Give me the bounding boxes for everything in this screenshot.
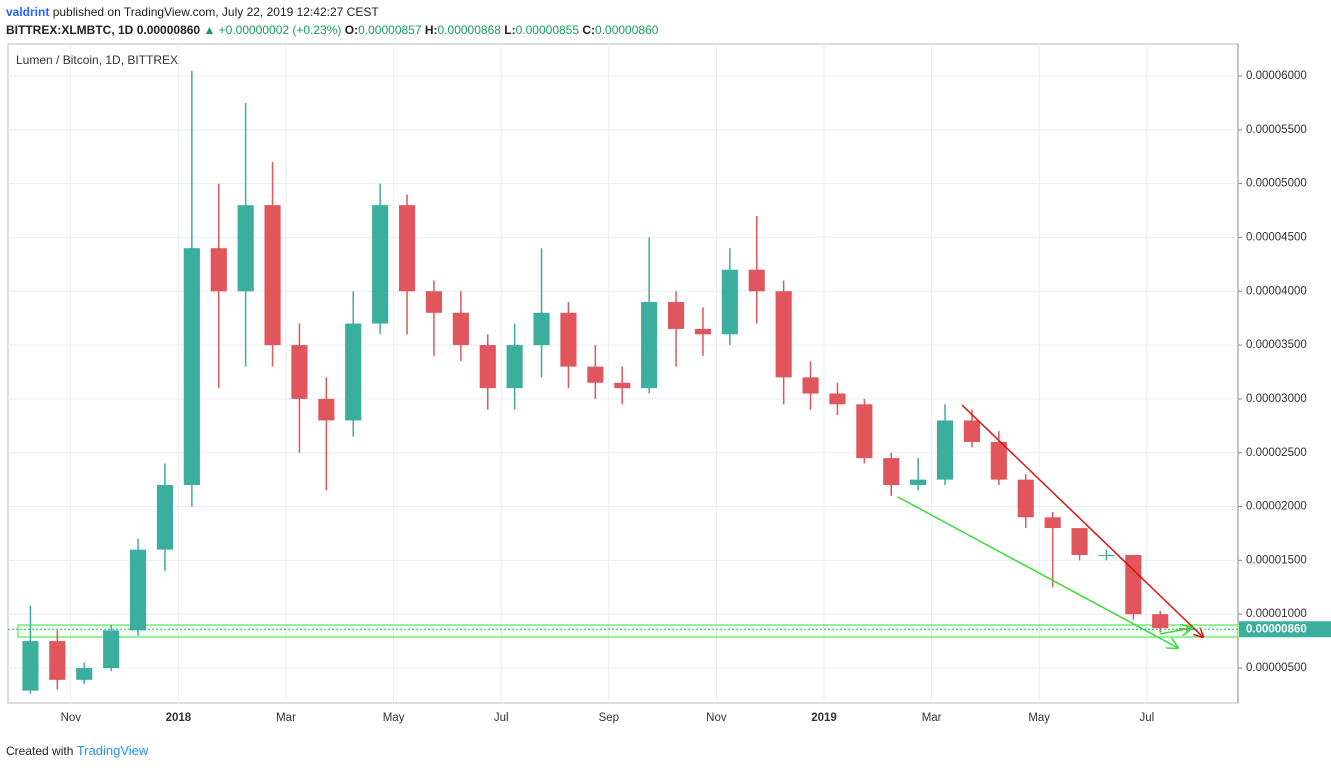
candle-body bbox=[1125, 554, 1142, 615]
candle-body bbox=[641, 302, 658, 389]
candle-body bbox=[76, 668, 93, 680]
x-tick-label: 2018 bbox=[166, 712, 192, 724]
x-tick-label: May bbox=[383, 712, 405, 724]
candle-body bbox=[829, 393, 846, 405]
candle-body bbox=[560, 312, 577, 367]
brand[interactable]: TradingView bbox=[76, 743, 149, 758]
candle-body bbox=[1152, 614, 1169, 629]
support-zone bbox=[17, 624, 1239, 638]
candle-body bbox=[345, 323, 362, 421]
candle-body bbox=[156, 485, 174, 550]
candle-body bbox=[291, 345, 308, 399]
candle-body bbox=[452, 312, 469, 346]
candle-body bbox=[398, 205, 416, 292]
y-tick-label: 0.00005500 bbox=[1246, 124, 1307, 136]
y-tick-label: 0.00001000 bbox=[1246, 608, 1307, 620]
y-tick-label: 0.00002000 bbox=[1246, 501, 1307, 513]
ohlc-value: 0.00000857 bbox=[358, 23, 422, 37]
candle-body bbox=[129, 549, 147, 631]
y-tick-label: 0.00006000 bbox=[1246, 70, 1307, 82]
candle-body bbox=[936, 420, 954, 480]
candle-body bbox=[183, 248, 200, 486]
candle-body bbox=[1098, 554, 1115, 556]
candle-body bbox=[264, 205, 281, 346]
candle-body bbox=[1044, 517, 1061, 529]
candle-body bbox=[694, 328, 712, 335]
candle-body bbox=[425, 291, 443, 313]
ohlc-value: 0.00000855 bbox=[515, 23, 580, 37]
candle-body bbox=[533, 312, 550, 346]
x-tick-label: 2019 bbox=[811, 712, 837, 724]
candle-body bbox=[237, 205, 254, 292]
candle-body bbox=[802, 377, 819, 394]
symbol-line: BITTREX:XLMBTC, 1D 0.00000860 ▲ +0.00000… bbox=[6, 23, 658, 37]
ohlc-label: O: bbox=[344, 23, 359, 37]
support-trendline bbox=[897, 496, 1178, 648]
candle-body bbox=[963, 420, 981, 442]
candle-body bbox=[506, 345, 523, 389]
ohlc-label: H: bbox=[424, 23, 438, 37]
candle-body bbox=[856, 404, 873, 459]
arrow bbox=[1159, 628, 1192, 634]
publish-line: valdrint published on TradingView.com, J… bbox=[6, 5, 379, 19]
candle-body bbox=[990, 441, 1007, 480]
price-tag: 0.00000860 bbox=[1246, 623, 1307, 635]
candle-body bbox=[210, 248, 227, 292]
price-tag-box bbox=[1239, 621, 1331, 638]
candle-body bbox=[103, 630, 120, 669]
ohlc-value: 0.00000868 bbox=[437, 23, 501, 37]
x-tick-label: Nov bbox=[61, 712, 82, 724]
chart-title: Lumen / Bitcoin, 1D, BITTREX bbox=[16, 53, 178, 67]
ohlc-value: 0.00000860 bbox=[595, 23, 659, 37]
x-tick-label: May bbox=[1028, 712, 1050, 724]
y-tick-label: 0.00000500 bbox=[1246, 662, 1307, 674]
change: ▲ +0.00000002 (+0.23%) bbox=[203, 23, 342, 37]
last-price: 0.00000860 bbox=[136, 23, 201, 37]
published: published on TradingView.com, July 22, 2… bbox=[52, 5, 379, 19]
candle-body bbox=[883, 458, 900, 486]
chart: Lumen / Bitcoin, 1D, BITTREX 0.00000500 0… bbox=[7, 43, 1331, 724]
footer: Created with TradingView bbox=[6, 743, 148, 758]
candle-body bbox=[910, 479, 927, 486]
y-tick-label: 0.00001500 bbox=[1246, 554, 1307, 566]
candle-body bbox=[775, 291, 792, 378]
created: Created with bbox=[6, 744, 74, 758]
y-tick-label: 0.00005000 bbox=[1246, 178, 1307, 190]
candle-body bbox=[22, 641, 39, 691]
candle-body bbox=[479, 345, 496, 389]
y-tick-label: 0.00002500 bbox=[1246, 447, 1307, 459]
candle-body bbox=[1017, 479, 1034, 518]
symbol: BITTREX:XLMBTC, 1D bbox=[6, 23, 134, 37]
candle-body bbox=[721, 269, 738, 335]
y-tick-label: 0.00004000 bbox=[1246, 285, 1307, 297]
x-tick-label: Mar bbox=[922, 712, 942, 724]
candle-body bbox=[49, 641, 66, 680]
candle-body bbox=[748, 269, 765, 292]
author[interactable]: valdrint bbox=[6, 5, 50, 19]
ohlc-label: C: bbox=[582, 23, 596, 37]
candle-body bbox=[1071, 528, 1088, 555]
candle-body bbox=[318, 398, 335, 421]
resistance-trendline bbox=[961, 404, 1203, 637]
x-tick-label: Nov bbox=[706, 712, 727, 724]
candle-body bbox=[667, 302, 685, 329]
x-tick-label: Jul bbox=[494, 712, 509, 724]
x-tick-label: Sep bbox=[599, 712, 619, 724]
x-tick-label: Jul bbox=[1139, 712, 1154, 724]
y-tick-label: 0.00003500 bbox=[1246, 339, 1307, 351]
candle-body bbox=[587, 366, 604, 383]
candle-body bbox=[614, 382, 631, 389]
candle-body bbox=[372, 205, 389, 324]
ohlc-label: L: bbox=[504, 23, 516, 37]
y-tick-label: 0.00004500 bbox=[1246, 231, 1307, 243]
y-tick-label: 0.00003000 bbox=[1246, 393, 1307, 405]
x-tick-label: Mar bbox=[276, 712, 296, 724]
